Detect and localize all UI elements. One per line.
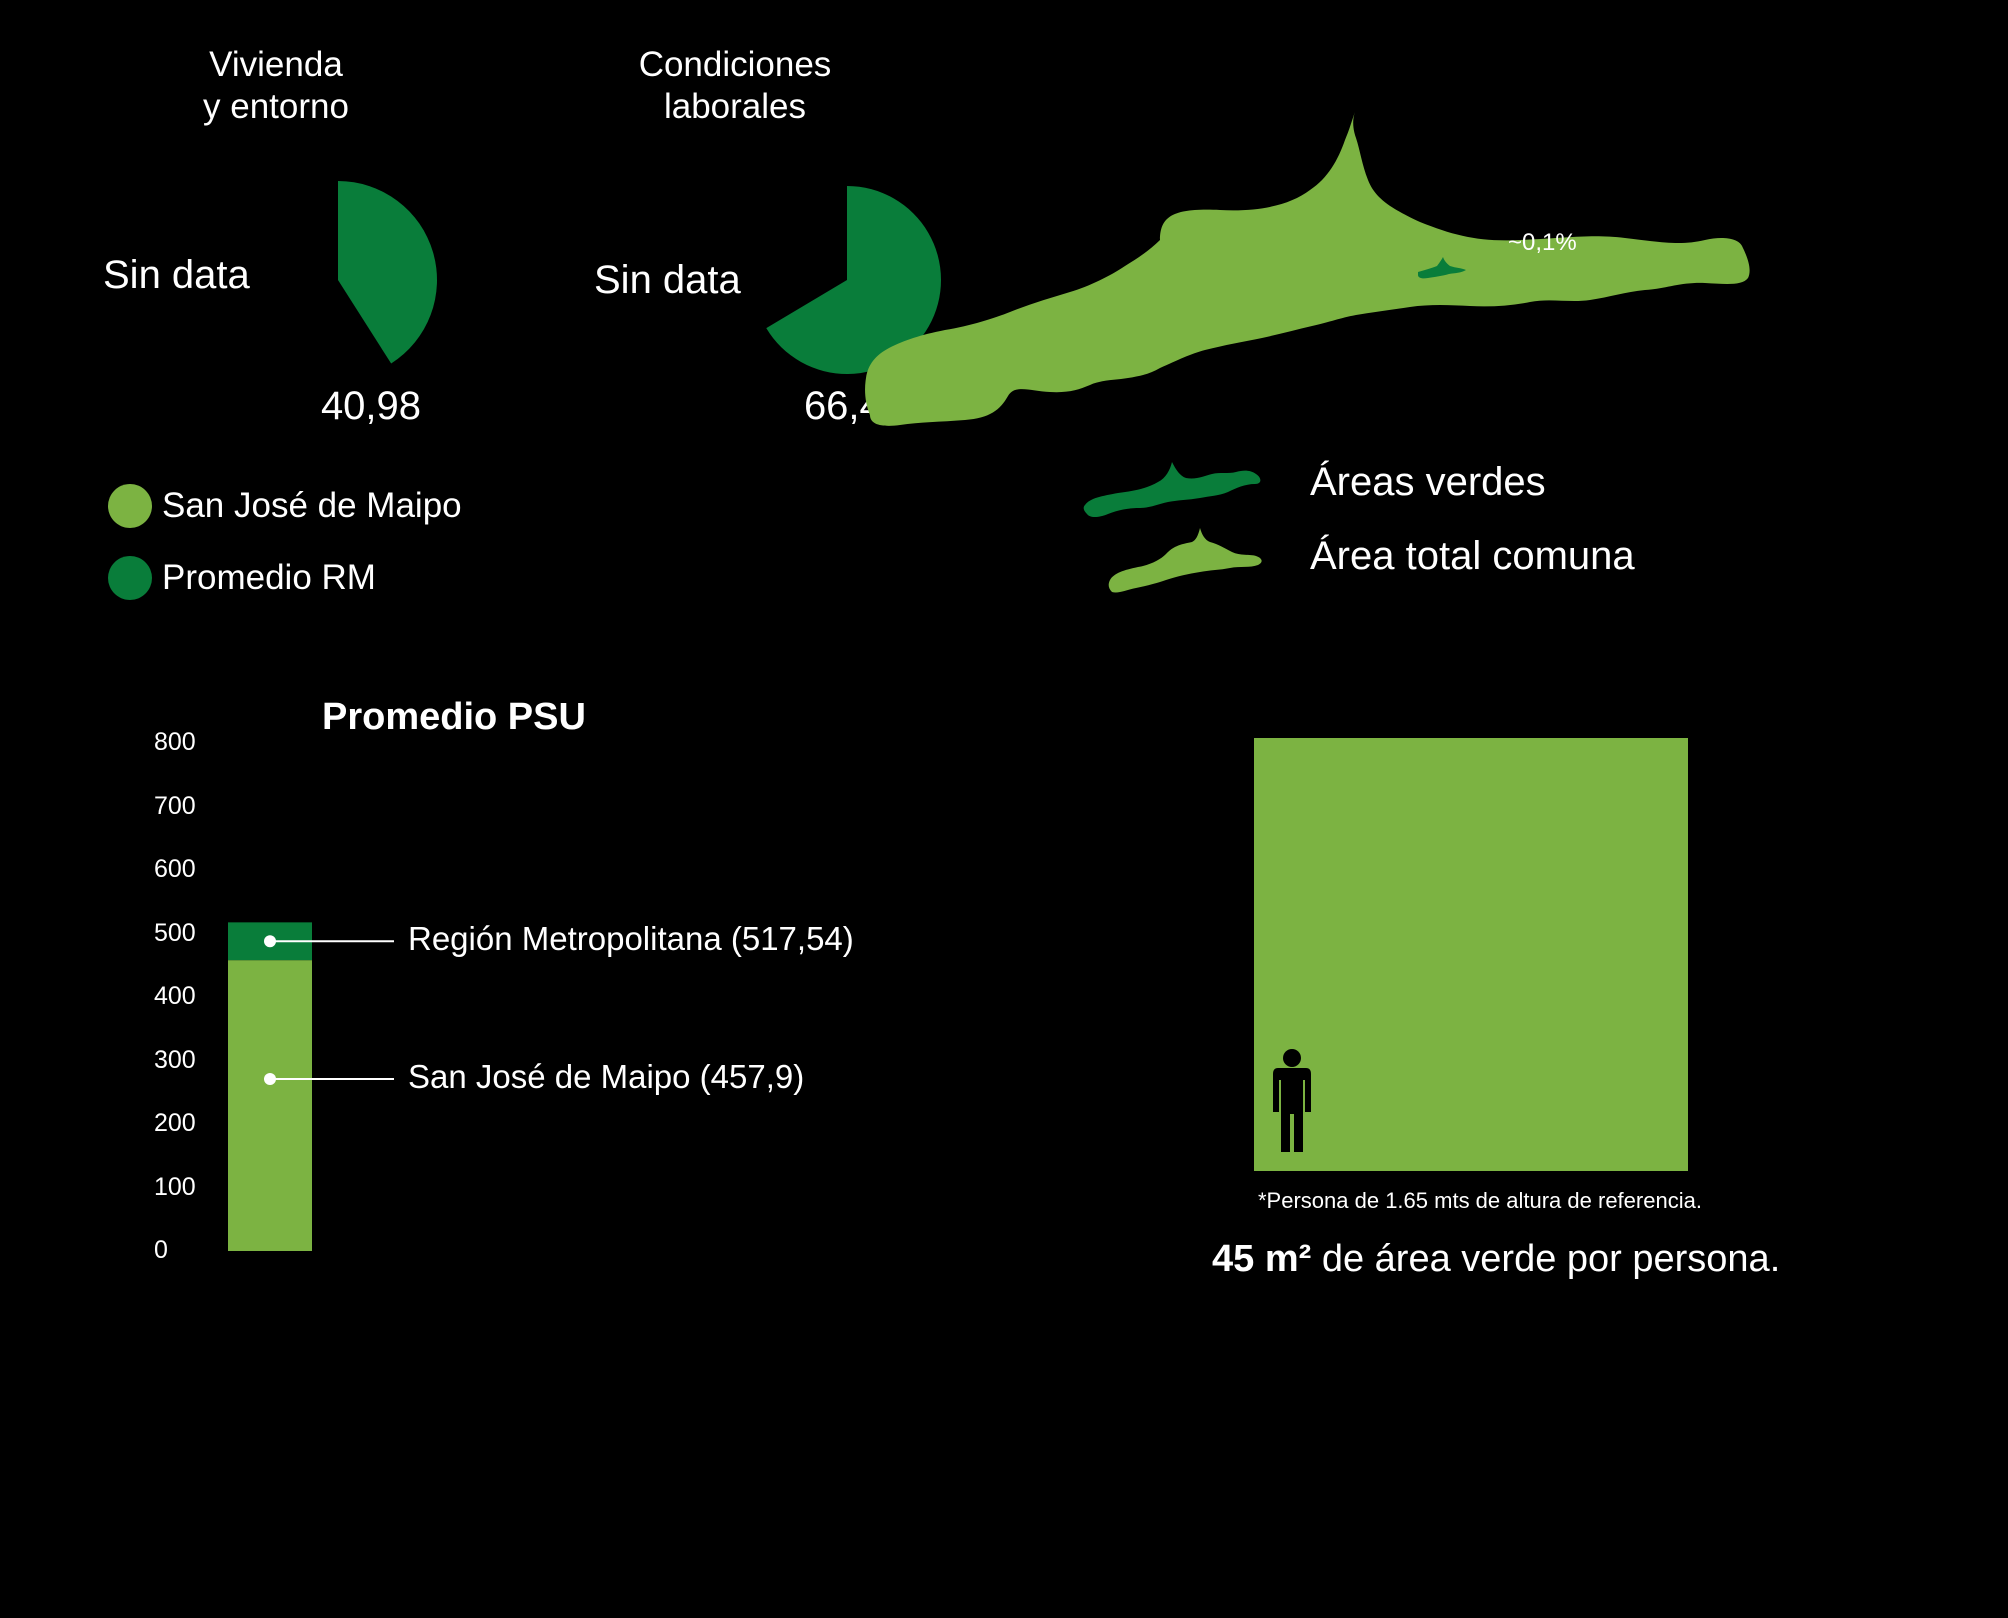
no-data-label-vivienda: Sin data: [103, 253, 250, 297]
annotation-region-metropolitana: Región Metropolitana (517,54): [408, 920, 854, 958]
legend-item-promedio-rm: Promedio RM: [108, 556, 376, 600]
pie-slice-promedio-rm: [766, 186, 941, 374]
y-tick-label: 700: [154, 791, 196, 820]
green-area-caption-text: de área verde por persona.: [1311, 1238, 1781, 1280]
map-legend-green-areas: Áreas verdes: [1310, 460, 1546, 504]
legend-item-san-jose: San José de Maipo: [108, 484, 462, 528]
y-tick-label: 300: [154, 1045, 196, 1074]
green-area-value: 45 m²: [1212, 1238, 1312, 1280]
y-tick-label: 600: [154, 855, 196, 883]
map-legend-total-area: Área total comuna: [1310, 534, 1635, 578]
comuna-area-shape: [865, 112, 1750, 426]
donut-title-line1: Condiciones: [638, 45, 832, 84]
y-tick-label: 800: [154, 728, 196, 756]
total-area-icon: [1108, 528, 1262, 593]
donut-title-condiciones: Condiciones laborales: [575, 44, 895, 128]
legend-swatch: [108, 484, 152, 528]
value-label-vivienda: 40,98: [320, 384, 422, 428]
green-areas-icon: [1083, 462, 1261, 517]
psu-chart-title: Promedio PSU: [322, 696, 586, 738]
green-area-square: [1254, 738, 1688, 1171]
bar-san-jose-de-maipo: [228, 960, 312, 1251]
green-areas-shape: [1418, 257, 1466, 279]
donut-title-line2: y entorno: [203, 87, 349, 126]
green-area-caption: 45 m² de área verde por persona.: [1212, 1238, 1780, 1281]
donut-title-line2: laborales: [663, 87, 807, 126]
annotation-san-jose-de-maipo: San José de Maipo (457,9): [408, 1058, 805, 1095]
no-data-label-condiciones: Sin data: [594, 258, 741, 302]
y-tick-label: 0: [154, 1236, 168, 1264]
donut-title-line1: Vivienda: [209, 45, 343, 84]
y-tick-label: 100: [154, 1172, 196, 1201]
y-tick-label: 200: [154, 1109, 196, 1137]
leader-dot: [264, 935, 276, 948]
pie-slice-promedio-rm: [338, 181, 438, 364]
donut-title-vivienda: Vivienda y entorno: [116, 44, 436, 128]
leader-dot: [264, 1073, 276, 1085]
map-percent-label: ~0,1%: [1508, 229, 1577, 256]
legend-label: Promedio RM: [162, 558, 376, 597]
legend-swatch: [108, 556, 152, 600]
green-area-footnote: *Persona de 1.65 mts de altura de refere…: [1258, 1188, 1702, 1213]
y-tick-label: 400: [154, 982, 196, 1010]
y-tick-label: 500: [154, 918, 196, 947]
legend-label: San José de Maipo: [162, 486, 462, 525]
